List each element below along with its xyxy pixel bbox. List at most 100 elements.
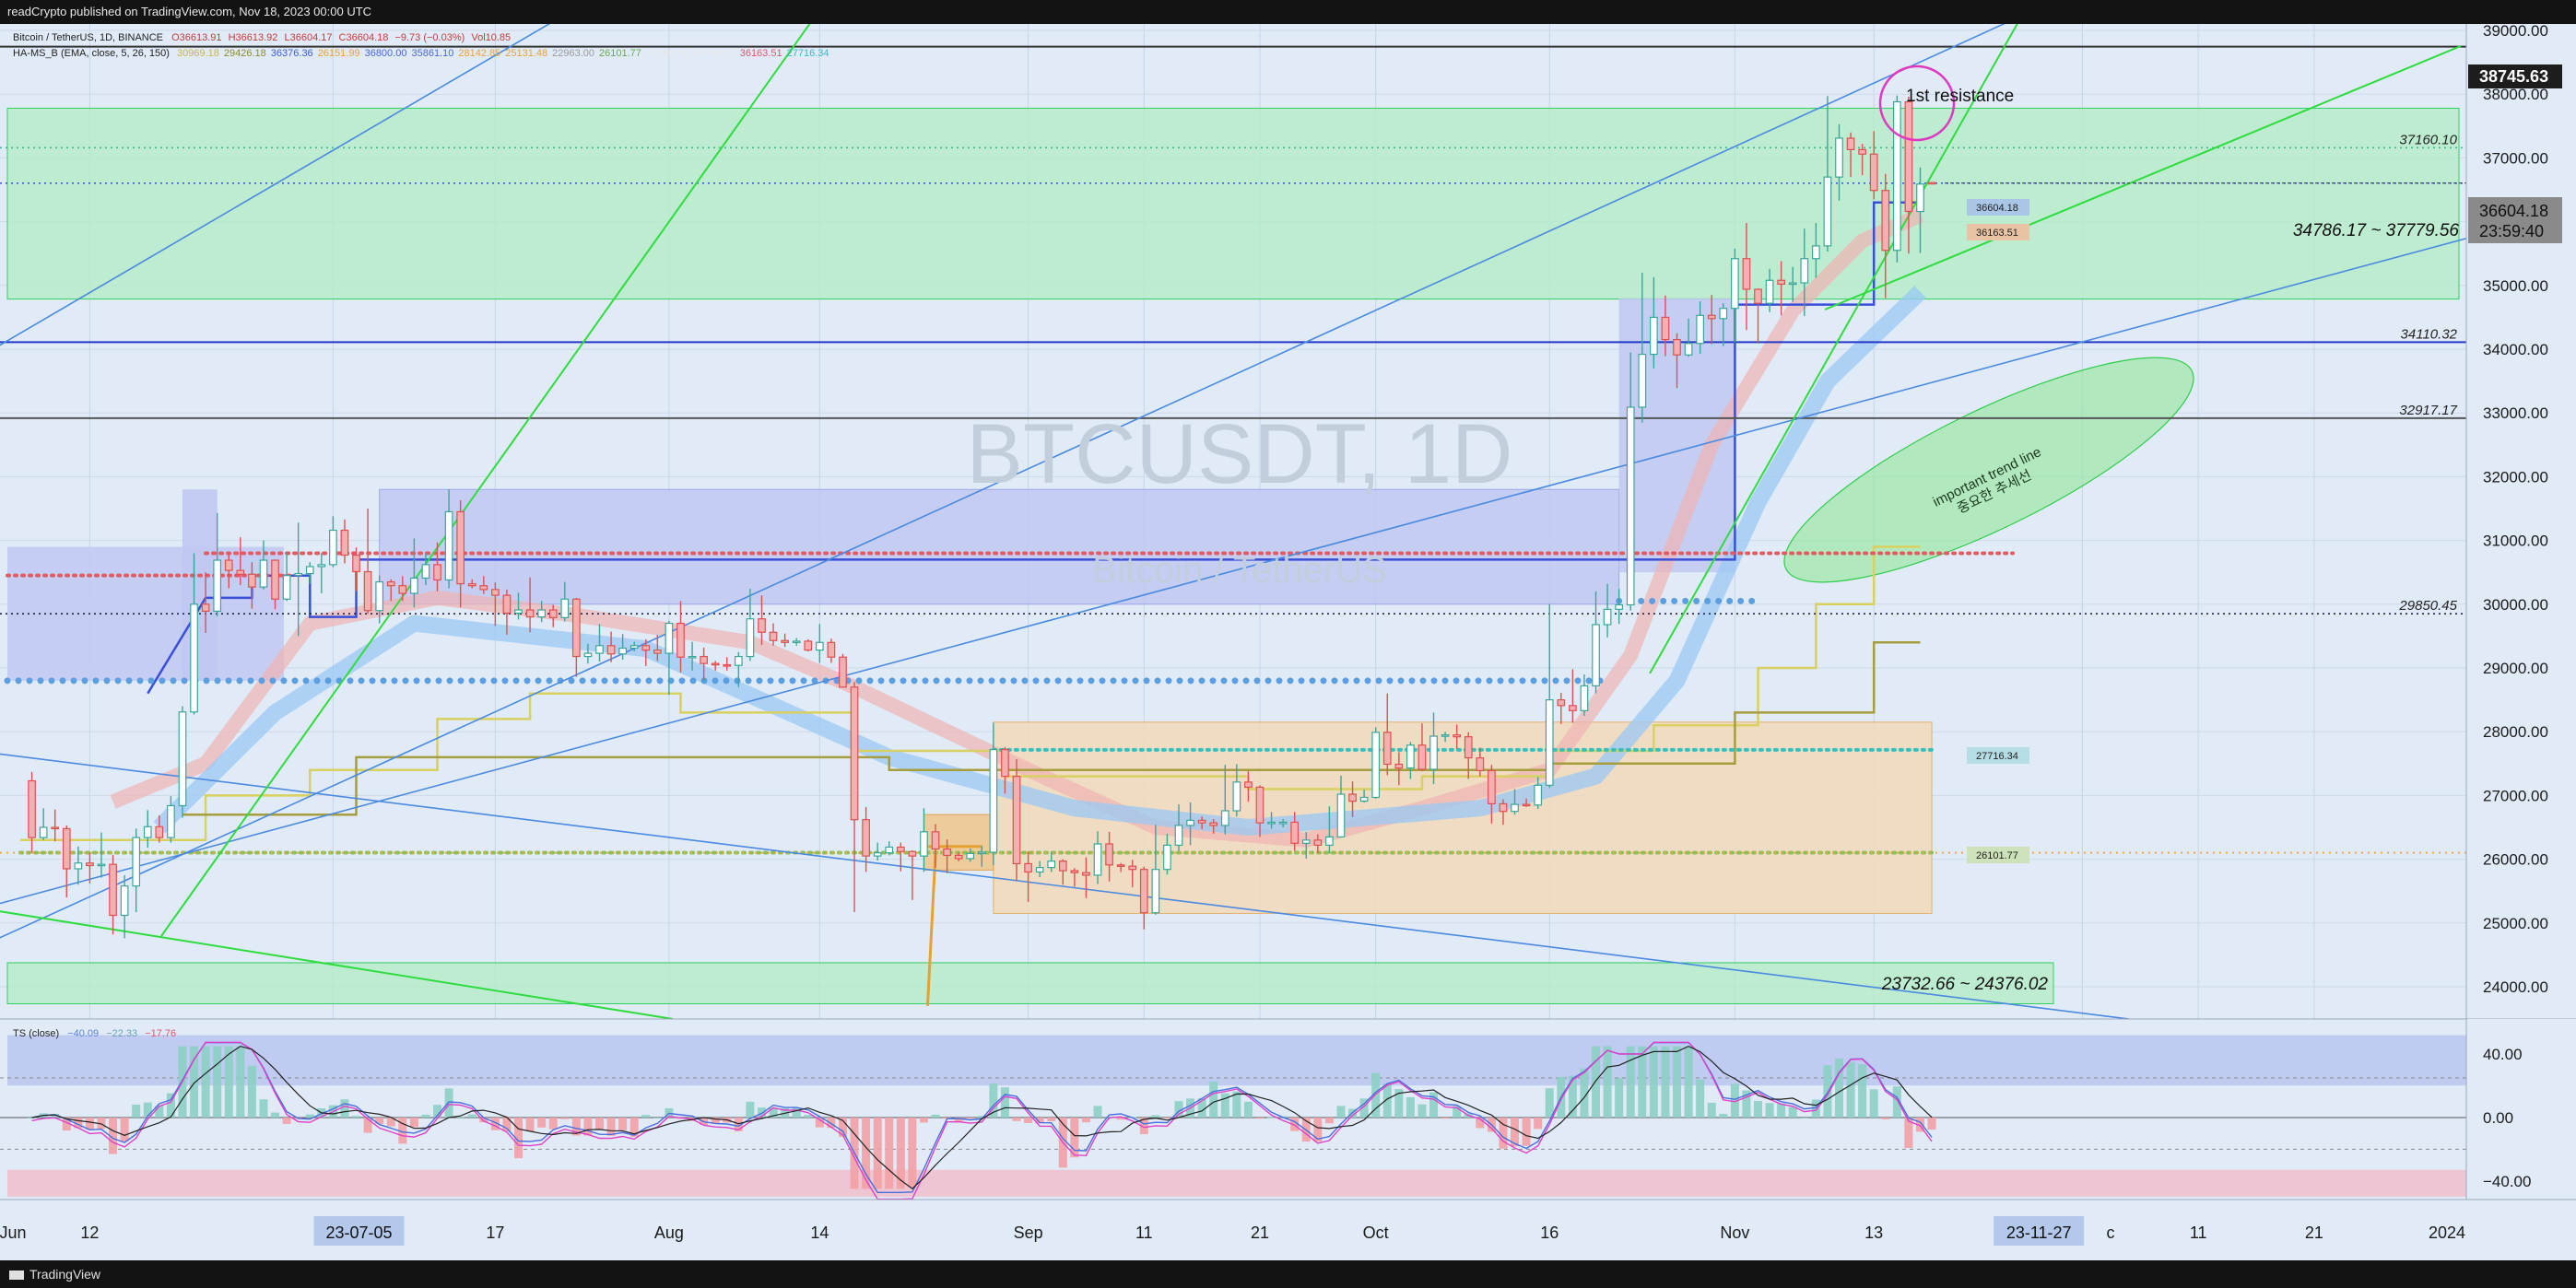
oscillator-bar bbox=[537, 1118, 547, 1128]
ohlc-low: L36604.17 bbox=[284, 32, 332, 43]
oscillator-bar bbox=[919, 1118, 928, 1123]
candle-body bbox=[977, 851, 986, 855]
candle-body bbox=[537, 609, 547, 618]
oscillator-bar bbox=[595, 1118, 604, 1130]
oscillator-bar bbox=[224, 1046, 233, 1118]
oscillator-bar bbox=[398, 1118, 407, 1144]
candle-body bbox=[97, 863, 106, 867]
candle-body bbox=[618, 647, 627, 655]
candle-body bbox=[1082, 872, 1090, 876]
indicator-legend: HA-MS_B (EMA, close, 5, 26, 150) 30969.1… bbox=[13, 48, 829, 59]
candle-body bbox=[1916, 183, 1924, 213]
oscillator-bar bbox=[1429, 1092, 1439, 1118]
oscillator-bar bbox=[1603, 1046, 1612, 1118]
oscillator-bar bbox=[201, 1046, 210, 1118]
time-tick-label: 21 bbox=[2305, 1224, 2323, 1242]
oscillator-bar bbox=[1765, 1103, 1774, 1118]
candle-body bbox=[1684, 343, 1693, 356]
annotation-zone-upper: 34786.17 ~ 37779.56 bbox=[2293, 221, 2460, 240]
candle-body bbox=[398, 585, 407, 594]
candle-body bbox=[1557, 698, 1566, 707]
oscillator-bar bbox=[1742, 1090, 1751, 1118]
candle-body bbox=[1128, 865, 1137, 871]
oscillator-upper-band bbox=[7, 1035, 2466, 1086]
candle-body bbox=[1464, 736, 1473, 759]
candle-body bbox=[734, 655, 743, 666]
candle-body bbox=[109, 863, 117, 917]
oscillator-bar bbox=[1081, 1118, 1090, 1123]
oscillator-bar bbox=[896, 1118, 905, 1189]
time-tick-label: Aug bbox=[654, 1224, 684, 1242]
price-level-label: 29850.45 bbox=[2398, 598, 2457, 614]
trend-line bbox=[160, 24, 811, 937]
oscillator-bar bbox=[1093, 1106, 1102, 1118]
oscillator-bar bbox=[1522, 1118, 1531, 1146]
indicator-value: 35861.10 bbox=[411, 48, 453, 59]
indicator-value: 22963.00 bbox=[552, 48, 594, 59]
oscillator-bar bbox=[1788, 1107, 1797, 1118]
oscillator-bar bbox=[143, 1102, 152, 1118]
candle-body bbox=[502, 594, 512, 615]
current-price-label: 36604.18 bbox=[2479, 202, 2548, 220]
oscillator-bar bbox=[51, 1113, 60, 1118]
candle-body bbox=[1417, 744, 1427, 770]
symbol-legend: Bitcoin / TetherUS, 1D, BINANCE O36613.9… bbox=[13, 32, 511, 43]
candle-body bbox=[62, 827, 71, 870]
oscillator-bar bbox=[1661, 1046, 1670, 1118]
oscillator-bar bbox=[1220, 1093, 1229, 1118]
zones-layer bbox=[6, 107, 2460, 1004]
candle-body bbox=[386, 580, 395, 587]
price-level-label: 34110.32 bbox=[2401, 326, 2458, 342]
oscillator-bar bbox=[1869, 1089, 1878, 1118]
oscillator-bar bbox=[421, 1114, 430, 1118]
price-tick-label: 37000.00 bbox=[2483, 149, 2548, 167]
oscillator-bar bbox=[132, 1104, 141, 1118]
candle-body bbox=[224, 559, 233, 571]
oscillator-bar bbox=[120, 1118, 129, 1142]
oscillator-bar bbox=[838, 1118, 847, 1137]
chart-canvas[interactable]: 37160.10 34110.32 32917.17 29850.45 39000.0… bbox=[0, 24, 2576, 1260]
candle-body bbox=[1488, 769, 1496, 804]
oscillator-bar bbox=[525, 1118, 535, 1131]
candle-body bbox=[1835, 137, 1843, 178]
price-axis: 39000.0038000.0037000.0036000.0035000.00… bbox=[2465, 24, 2576, 1200]
candle-body bbox=[711, 662, 720, 666]
indicator-value: 36163.51 bbox=[740, 48, 782, 59]
candle-body bbox=[363, 570, 372, 612]
candle-body bbox=[1371, 732, 1381, 799]
price-tick-label: 32000.00 bbox=[2483, 468, 2548, 486]
oscillator-bar bbox=[1777, 1103, 1786, 1118]
candle-body bbox=[525, 609, 535, 618]
price-level-label: 37160.10 bbox=[2399, 132, 2457, 147]
candle-body bbox=[1522, 803, 1531, 807]
candle-body bbox=[943, 848, 951, 857]
candle-body bbox=[1592, 624, 1600, 686]
candle-body bbox=[629, 645, 639, 650]
candle-body bbox=[653, 650, 662, 654]
oscillator-bar bbox=[1846, 1061, 1855, 1118]
price-axis-background bbox=[2466, 24, 2576, 1042]
oscillator-tick-label: −40.00 bbox=[2483, 1173, 2531, 1190]
candle-body bbox=[178, 711, 187, 807]
trend-line bbox=[1824, 45, 2462, 310]
candle-body bbox=[39, 826, 48, 838]
candle-body bbox=[966, 852, 975, 860]
candle-body bbox=[1927, 181, 1936, 185]
candle-body bbox=[1001, 748, 1009, 778]
oscillator-bar bbox=[1000, 1087, 1009, 1118]
oscillator-bar bbox=[1580, 1068, 1589, 1118]
candle-body bbox=[1534, 784, 1543, 806]
candle-body bbox=[340, 529, 349, 556]
candle-body bbox=[769, 631, 778, 641]
candle-body bbox=[1116, 864, 1125, 867]
candle-body bbox=[467, 583, 476, 587]
oscillator-bar bbox=[1545, 1088, 1554, 1118]
candle-body bbox=[132, 837, 141, 887]
candle-body bbox=[1105, 843, 1113, 866]
time-tick-label: Oct bbox=[1363, 1224, 1389, 1242]
oscillator-bar bbox=[213, 1046, 222, 1118]
trend-line bbox=[1649, 24, 2018, 674]
time-highlight-box bbox=[1994, 1216, 2085, 1246]
oscillator-bar bbox=[1174, 1101, 1183, 1118]
oscillator-bar bbox=[862, 1118, 871, 1189]
